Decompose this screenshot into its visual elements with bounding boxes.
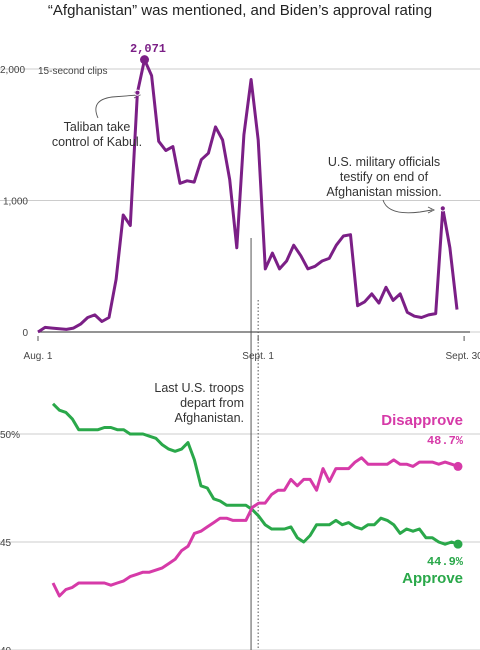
bottom-y-tick-label: 50% — [0, 430, 20, 441]
disapprove-end-marker — [453, 461, 463, 471]
disapprove-line — [51, 456, 459, 598]
top-x-tick-label: Sept. 30 — [445, 351, 480, 362]
disapprove-end-value: 48.7% — [427, 434, 464, 448]
testify-arrowhead — [427, 206, 436, 214]
testify-annotation: Afghanistan mission. — [326, 185, 441, 199]
troops-annotation: Afghanistan. — [175, 411, 245, 425]
approve-end-value: 44.9% — [427, 555, 464, 569]
peak-value-label: 2,071 — [130, 42, 166, 56]
troops-annotation: Last U.S. troops — [154, 381, 244, 395]
testify-leader — [382, 199, 433, 214]
data-markers — [134, 55, 463, 549]
top-y-tick-label: 1,000 — [3, 197, 28, 208]
disapprove-series-label: Disapprove — [381, 412, 463, 429]
kabul-annotation: control of Kabul. — [52, 135, 142, 149]
bottom-y-tick-label: 40 — [0, 646, 12, 650]
chart-title: “Afghanistan” was mentioned, and Biden’s… — [47, 2, 433, 19]
testify-annotation: U.S. military officials — [328, 155, 440, 169]
approve-line — [51, 402, 459, 546]
series-lines — [37, 58, 459, 598]
top-y-tick-label: 0 — [22, 328, 28, 339]
approve-series-label: Approve — [402, 570, 463, 587]
kabul-marker — [134, 89, 141, 96]
approve-end-marker — [453, 539, 463, 549]
testify-marker — [439, 205, 446, 212]
peak-marker — [140, 55, 150, 65]
top-y-tick-label: 2,000 — [0, 65, 25, 76]
top-x-tick-label: Sept. 1 — [242, 351, 274, 362]
troops-annotation: depart from — [180, 396, 244, 410]
y-unit-label: 15-second clips — [38, 66, 107, 77]
kabul-annotation: Taliban take — [64, 120, 131, 134]
chart-labels: 0 1,000 2,000 Aug. 1 Sept. 1 Sept. 30 Taliban … — [0, 65, 480, 650]
bottom-y-tick-label: 45 — [0, 538, 12, 549]
testify-annotation: testify on end of — [340, 170, 429, 184]
top-x-tick-label: Aug. 1 — [24, 351, 53, 362]
kabul-leader — [95, 94, 139, 119]
mentions-line — [37, 58, 459, 334]
